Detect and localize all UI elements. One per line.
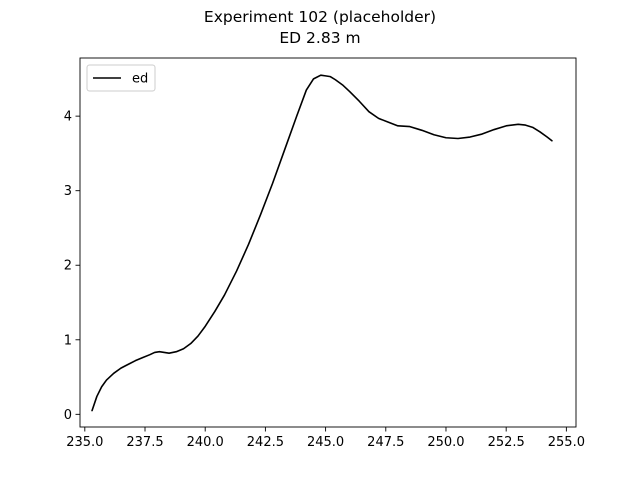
- y-tick-label: 2: [64, 259, 72, 274]
- x-tick-label: 250.0: [427, 435, 464, 450]
- x-tick-label: 252.5: [488, 435, 525, 450]
- chart-subtitle: ED 2.83 m: [279, 29, 361, 47]
- y-tick-label: 1: [64, 333, 72, 348]
- x-tick-label: 247.5: [367, 435, 404, 450]
- x-tick-label: 242.5: [247, 435, 284, 450]
- x-tick-label: 245.0: [307, 435, 344, 450]
- y-tick-label: 3: [64, 184, 72, 199]
- y-tick-label: 0: [64, 408, 72, 423]
- y-tick-label: 4: [64, 110, 72, 125]
- x-tick-label: 237.5: [126, 435, 163, 450]
- plot-area-frame: [79, 57, 577, 428]
- x-tick-label: 240.0: [187, 435, 224, 450]
- x-tick-label: 235.0: [66, 435, 103, 450]
- legend-label: ed: [132, 72, 148, 87]
- series-line-ed: [91, 74, 553, 412]
- x-tick-label: 255.0: [548, 435, 585, 450]
- chart-title: Experiment 102 (placeholder): [203, 8, 437, 26]
